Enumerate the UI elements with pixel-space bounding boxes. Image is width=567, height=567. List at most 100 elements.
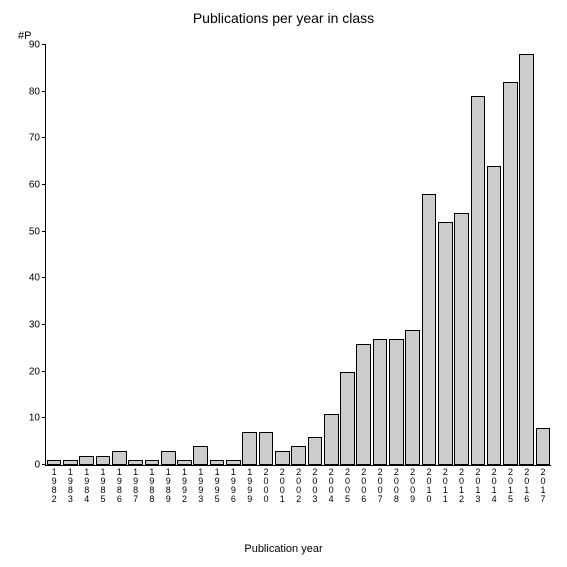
bar (308, 437, 323, 465)
x-tick-label: 1999 (245, 468, 255, 504)
bar-slot: 2001 (274, 45, 290, 465)
x-tick-label: 2011 (440, 468, 450, 504)
y-tick-label: 70 (10, 133, 46, 144)
bar-slot: 2011 (437, 45, 453, 465)
bars-group: 1982198319841985198619871988198919921993… (46, 45, 551, 465)
y-tick-label: 0 (10, 460, 46, 471)
chart-title: Publications per year in class (0, 10, 567, 26)
bar (226, 460, 241, 465)
x-tick-label: 1992 (180, 468, 190, 504)
y-tick-mark (42, 44, 46, 45)
x-tick-label: 2003 (310, 468, 320, 504)
bar-slot: 2002 (290, 45, 306, 465)
x-tick-label: 2014 (489, 468, 499, 504)
y-tick-mark (42, 417, 46, 418)
y-tick-mark (42, 184, 46, 185)
bar-slot: 1995 (209, 45, 225, 465)
x-tick-label: 2017 (538, 468, 548, 504)
x-tick-label: 1986 (114, 468, 124, 504)
bar-slot: 1999 (242, 45, 258, 465)
bar-slot: 1985 (95, 45, 111, 465)
bar-slot: 2016 (519, 45, 535, 465)
bar (112, 451, 127, 465)
bar-slot: 2014 (486, 45, 502, 465)
bar (145, 460, 160, 465)
plot-area: 1982198319841985198619871988198919921993… (45, 45, 551, 466)
bar-slot: 1983 (62, 45, 78, 465)
x-tick-label: 1987 (131, 468, 141, 504)
bar (63, 460, 78, 465)
bar-slot: 2013 (470, 45, 486, 465)
x-tick-label: 1988 (147, 468, 157, 504)
bar-slot: 1989 (160, 45, 176, 465)
x-tick-label: 2002 (294, 468, 304, 504)
bar (454, 213, 469, 465)
bar-slot: 1987 (127, 45, 143, 465)
bar (96, 456, 111, 465)
bar (340, 372, 355, 465)
bar (193, 446, 208, 465)
x-tick-label: 1982 (49, 468, 59, 504)
x-tick-label: 1983 (65, 468, 75, 504)
bar-slot: 2015 (502, 45, 518, 465)
y-tick-mark (42, 324, 46, 325)
bar (356, 344, 371, 465)
y-tick-mark (42, 91, 46, 92)
bar (471, 96, 486, 465)
bar (128, 460, 143, 465)
y-tick-mark (42, 137, 46, 138)
bar (161, 451, 176, 465)
y-tick-label: 80 (10, 86, 46, 97)
bar (519, 54, 534, 465)
bar-slot: 2007 (372, 45, 388, 465)
bar (47, 460, 62, 465)
bar (210, 460, 225, 465)
x-tick-label: 2010 (424, 468, 434, 504)
bar-slot: 2017 (535, 45, 551, 465)
bar-slot: 1988 (144, 45, 160, 465)
y-tick-label: 10 (10, 413, 46, 424)
bar (389, 339, 404, 465)
bar (242, 432, 257, 465)
chart-container: Publications per year in class #P 198219… (0, 0, 567, 567)
x-tick-label: 2012 (457, 468, 467, 504)
bar (259, 432, 274, 465)
bar-slot: 2009 (405, 45, 421, 465)
y-tick-mark (42, 464, 46, 465)
bar (487, 166, 502, 465)
x-tick-label: 1989 (163, 468, 173, 504)
bar (438, 222, 453, 465)
bar-slot: 2008 (388, 45, 404, 465)
bar-slot: 1993 (193, 45, 209, 465)
y-tick-mark (42, 277, 46, 278)
x-tick-label: 1985 (98, 468, 108, 504)
bar (177, 460, 192, 465)
x-tick-label: 1995 (212, 468, 222, 504)
bar-slot: 2006 (356, 45, 372, 465)
bar-slot: 1982 (46, 45, 62, 465)
x-tick-label: 2004 (326, 468, 336, 504)
x-tick-label: 2008 (391, 468, 401, 504)
x-tick-label: 2016 (522, 468, 532, 504)
x-tick-label: 1996 (228, 468, 238, 504)
x-tick-label: 1984 (82, 468, 92, 504)
y-tick-mark (42, 371, 46, 372)
bar-slot: 1996 (225, 45, 241, 465)
bar (79, 456, 94, 465)
bar-slot: 1986 (111, 45, 127, 465)
x-tick-label: 2009 (408, 468, 418, 504)
y-tick-mark (42, 231, 46, 232)
y-tick-label: 60 (10, 180, 46, 191)
x-tick-label: 2000 (261, 468, 271, 504)
bar (324, 414, 339, 465)
x-axis-label: Publication year (0, 543, 567, 555)
bar (422, 194, 437, 465)
x-tick-label: 2015 (505, 468, 515, 504)
bar-slot: 1992 (176, 45, 192, 465)
x-tick-label: 2005 (342, 468, 352, 504)
bar-slot: 1984 (79, 45, 95, 465)
bar-slot: 2000 (258, 45, 274, 465)
x-tick-label: 2001 (277, 468, 287, 504)
bar-slot: 2003 (307, 45, 323, 465)
y-tick-label: 50 (10, 226, 46, 237)
